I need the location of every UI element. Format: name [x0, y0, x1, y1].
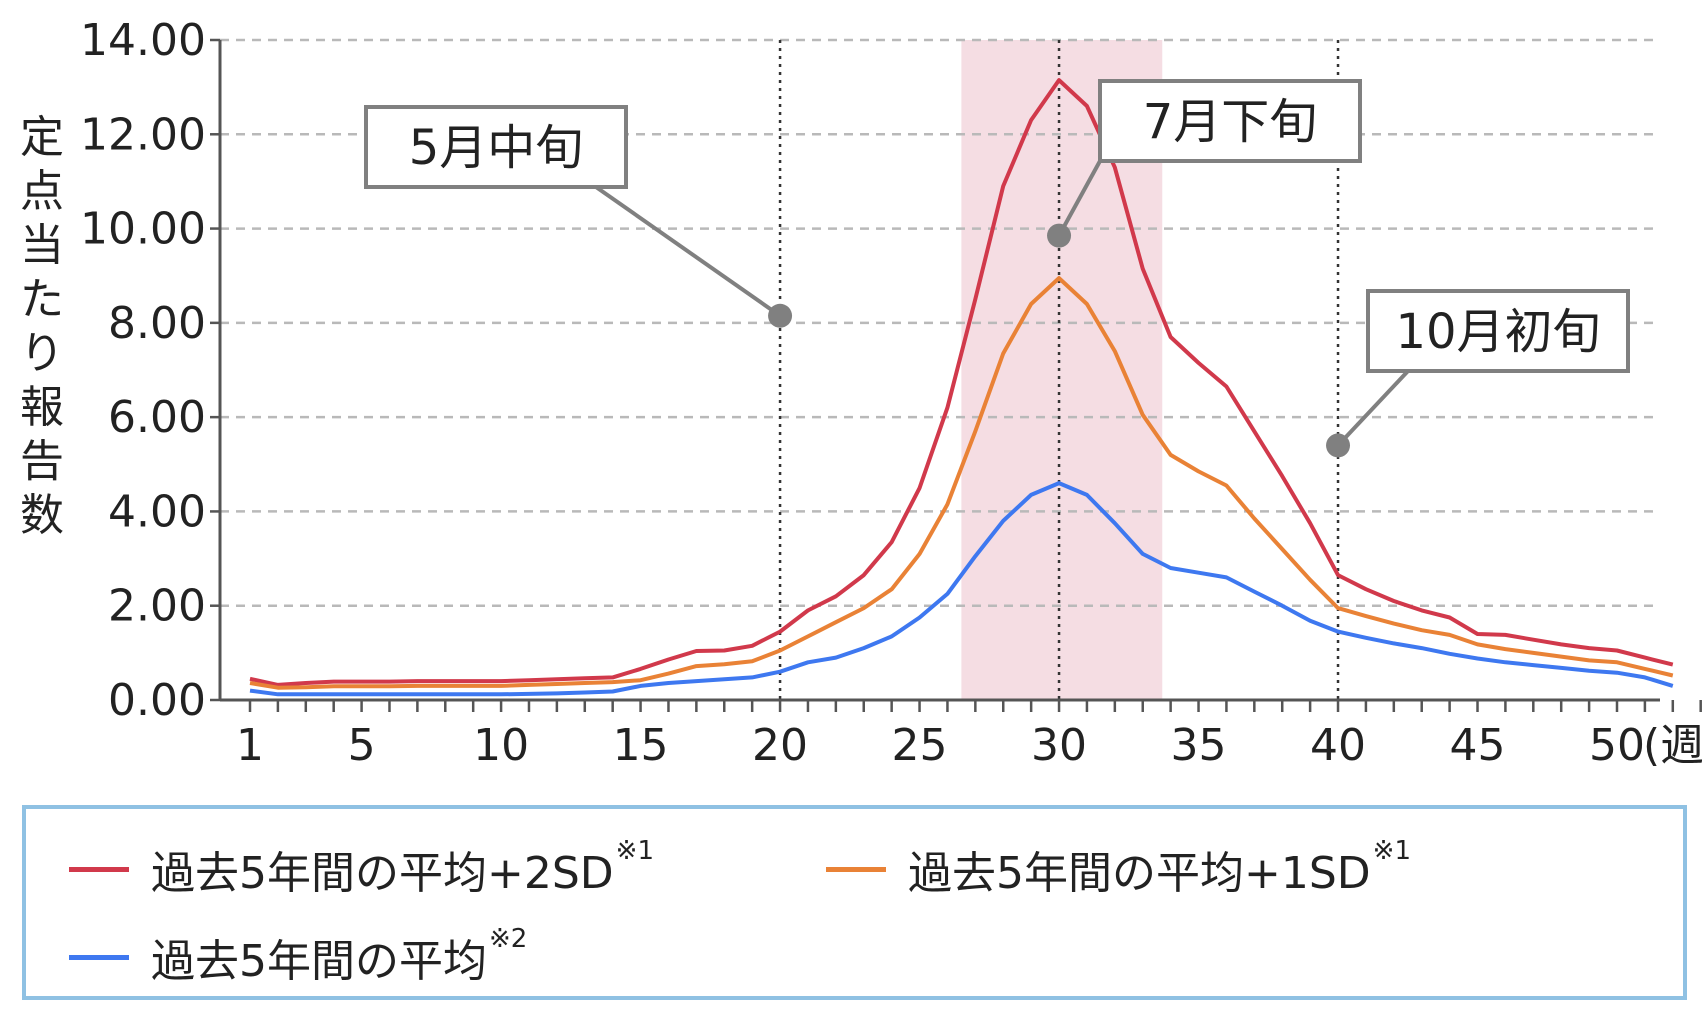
- x-tick-label: 25: [892, 720, 948, 771]
- y-tick-label: 4.00: [108, 486, 206, 537]
- callout-connector: [594, 185, 782, 318]
- y-axis-label-char: 告: [20, 436, 64, 487]
- legend-label-plus-2sd: 過去5年間の平均+2SD: [151, 848, 614, 899]
- x-tick-label: 1: [236, 720, 264, 771]
- callout-dot: [768, 303, 793, 328]
- y-axis-label-char: 点: [20, 166, 64, 217]
- x-tick-label: 15: [613, 720, 669, 771]
- x-tick-label: 45: [1450, 720, 1506, 771]
- callout-dot: [1047, 223, 1072, 248]
- legend-note-average: ※2: [489, 924, 528, 954]
- legend-label-plus-1sd: 過去5年間の平均+1SD: [908, 848, 1371, 899]
- callout-label: 7月下旬: [1143, 94, 1318, 150]
- legend: 過去5年間の平均+2SD ※1 過去5年間の平均+1SD ※1 過去5年間の平均…: [22, 805, 1687, 1000]
- y-tick-label: 8.00: [108, 298, 206, 349]
- y-tick-label: 6.00: [108, 392, 206, 443]
- legend-swatch-average: [69, 954, 129, 960]
- axes: [210, 38, 1702, 712]
- callout-dot: [1326, 433, 1351, 458]
- x-axis-unit-label: (週): [1643, 720, 1702, 771]
- legend-item-plus-2sd: 過去5年間の平均+2SD ※1: [69, 836, 654, 901]
- legend-note-plus-2sd: ※1: [615, 836, 654, 866]
- callout-box: [364, 105, 628, 189]
- y-tick-label: 14.00: [80, 15, 206, 66]
- y-axis-label-char: 定: [20, 112, 64, 163]
- y-tick-label: 12.00: [80, 109, 206, 160]
- series-lines: [249, 78, 1674, 697]
- y-axis-label-char: り: [20, 328, 64, 379]
- callout: 10月初旬: [1326, 289, 1630, 458]
- series-line: [249, 481, 1674, 697]
- y-axis-label-char: 当: [20, 220, 64, 271]
- callouts: 5月中旬 7月下旬 10月初旬: [364, 79, 1630, 458]
- x-tick-label: 50: [1589, 720, 1645, 771]
- marker-lines: [778, 40, 1340, 700]
- legend-label-average: 過去5年間の平均: [151, 936, 487, 987]
- legend-swatch-plus-2sd: [69, 866, 129, 872]
- series-line: [249, 78, 1674, 687]
- x-tick-label: 20: [752, 720, 808, 771]
- callout-label: 5月中旬: [409, 120, 584, 176]
- callout-label: 10月初旬: [1395, 304, 1600, 360]
- callout: 7月下旬: [1047, 79, 1362, 248]
- callout-box: [1366, 289, 1630, 373]
- y-axis-label-char: 報: [20, 382, 64, 433]
- series-line: [249, 276, 1674, 690]
- gridlines: [220, 38, 1660, 607]
- callout-box: [1098, 79, 1362, 163]
- x-tick-label: 30: [1031, 720, 1087, 771]
- callout: 5月中旬: [364, 105, 793, 328]
- y-axis-label-char: た: [20, 274, 64, 325]
- legend-item-plus-1sd: 過去5年間の平均+1SD ※1: [826, 836, 1411, 901]
- x-tick-labels: 1 5 10 15 20 25 30 35 40 45 50: [236, 720, 1645, 771]
- legend-item-average: 過去5年間の平均 ※2: [69, 924, 528, 989]
- x-tick-label: 10: [473, 720, 529, 771]
- y-axis-label-char: 数: [20, 490, 64, 541]
- callout-connector: [1336, 369, 1410, 447]
- x-tick-label: 40: [1310, 720, 1366, 771]
- y-tick-label: 0.00: [108, 675, 206, 726]
- x-tick-label: 5: [348, 720, 376, 771]
- legend-swatch-plus-1sd: [826, 866, 886, 872]
- y-tick-label: 10.00: [80, 204, 206, 255]
- callout-connector: [1057, 160, 1102, 237]
- legend-note-plus-1sd: ※1: [1372, 836, 1411, 866]
- y-tick-labels: 0.00 2.00 4.00 6.00 8.00 10.00 12.00 14.00: [80, 15, 206, 726]
- x-tick-label: 35: [1171, 720, 1227, 771]
- y-tick-label: 2.00: [108, 581, 206, 632]
